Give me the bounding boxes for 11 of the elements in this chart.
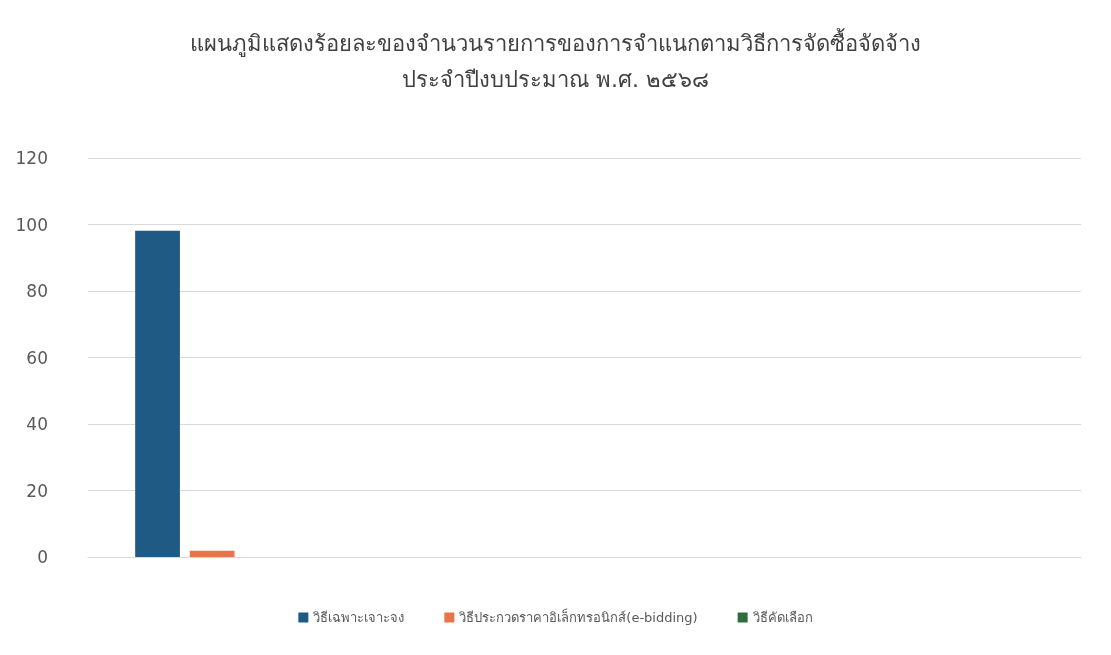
y-tick-label: 20 — [26, 480, 48, 501]
legend-label: วิธีประกวดราคาอิเล็กทรอนิกส์(e-bidding) — [458, 608, 698, 625]
legend-label: วิธีคัดเลือก — [751, 610, 813, 625]
y-tick-label: 80 — [26, 281, 48, 301]
y-tick-label: 40 — [26, 414, 48, 434]
y-tick-label: 0 — [37, 547, 48, 567]
chart-title: แผนภูมิแสดงร้อยละของจำนวนรายการของการจำแนกตามวิธีการจัดซื้อจัดจ้าง ประจำปีงบประมาณ พ.ศ. ๒๕๖๘ — [190, 27, 921, 92]
y-tick-label: 60 — [26, 347, 48, 368]
y-tick-label: 120 — [15, 148, 48, 168]
y-tick-label: 100 — [15, 214, 48, 235]
legend-label: วิธีเฉพาะเจาะจง — [312, 610, 405, 625]
